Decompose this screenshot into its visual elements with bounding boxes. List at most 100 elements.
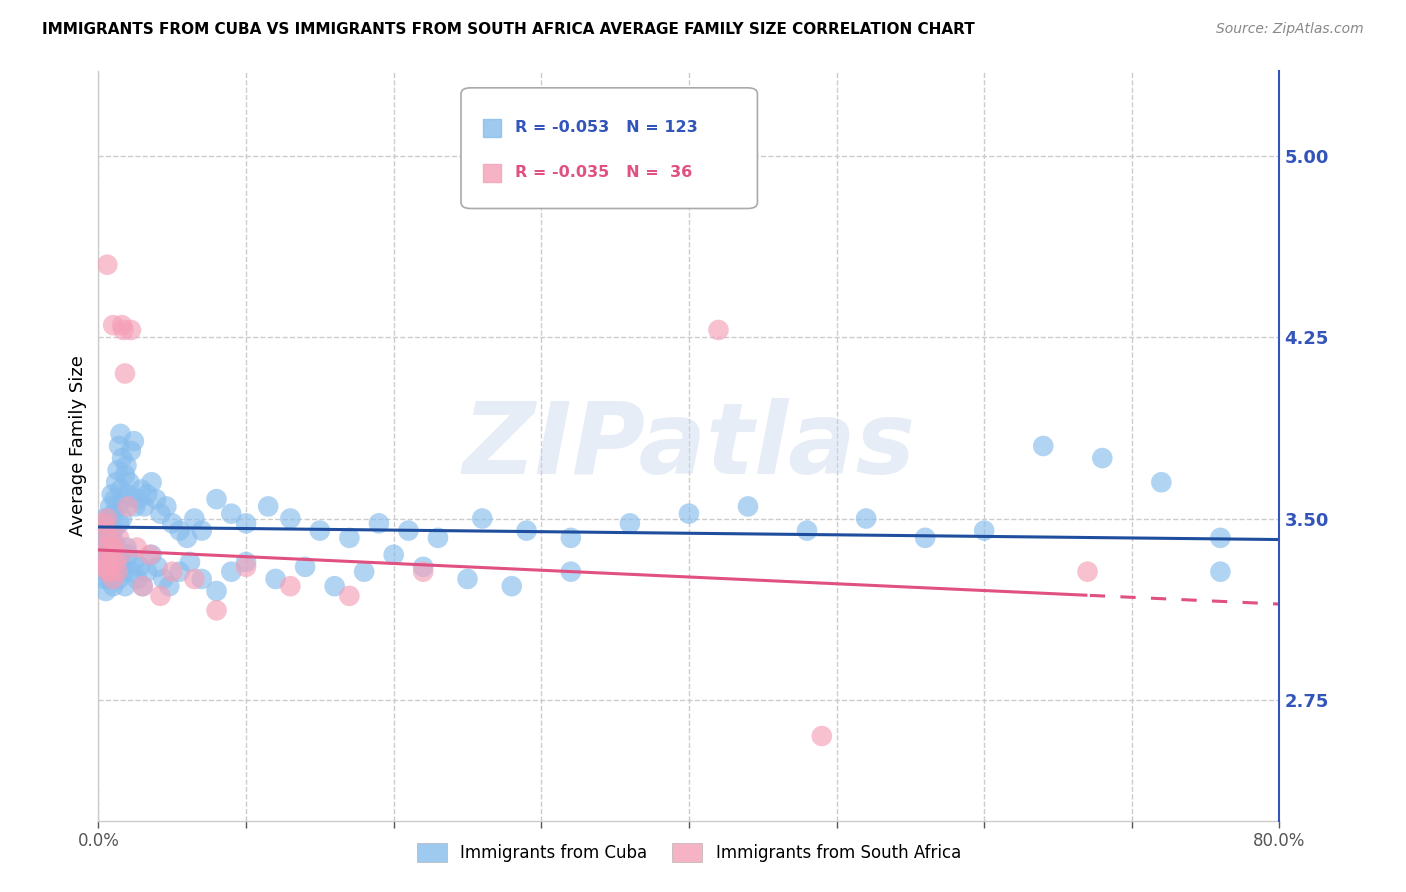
Point: [94, 535, 117, 549]
Point: [149, 507, 172, 521]
Point: [176, 531, 198, 545]
Point: [111, 451, 134, 466]
Point: [516, 524, 538, 538]
Point: [1150, 475, 1173, 490]
Point: [93, 516, 115, 531]
Point: [323, 579, 346, 593]
Point: [737, 500, 759, 514]
Point: [107, 565, 129, 579]
Point: [117, 548, 139, 562]
Point: [112, 565, 135, 579]
Point: [183, 572, 205, 586]
Point: [103, 524, 125, 538]
Point: [382, 548, 405, 562]
Point: [412, 565, 434, 579]
Point: [105, 541, 128, 555]
Point: [114, 468, 136, 483]
Point: [136, 565, 159, 579]
Point: [124, 500, 146, 514]
Point: [707, 323, 730, 337]
Point: [98, 565, 121, 579]
Point: [98, 548, 121, 562]
Text: Source: ZipAtlas.com: Source: ZipAtlas.com: [1216, 22, 1364, 37]
Point: [94, 516, 117, 531]
Point: [353, 565, 375, 579]
Point: [1209, 565, 1232, 579]
Point: [96, 258, 118, 272]
Point: [678, 507, 700, 521]
Point: [104, 541, 127, 555]
Legend: Immigrants from Cuba, Immigrants from South Africa: Immigrants from Cuba, Immigrants from So…: [411, 836, 967, 869]
Point: [112, 492, 135, 507]
Point: [146, 559, 169, 574]
Point: [108, 531, 131, 545]
Text: R = -0.053   N = 123: R = -0.053 N = 123: [516, 120, 697, 135]
Point: [141, 475, 163, 490]
Point: [103, 507, 125, 521]
Point: [100, 487, 122, 501]
Point: [141, 548, 163, 562]
Point: [501, 579, 523, 593]
Point: [97, 531, 120, 545]
Point: [115, 458, 138, 473]
Point: [111, 318, 134, 333]
Point: [127, 492, 149, 507]
Point: [149, 589, 172, 603]
Point: [90, 531, 112, 545]
Point: [169, 524, 191, 538]
Point: [152, 572, 174, 586]
Point: [114, 579, 136, 593]
Point: [120, 443, 142, 458]
Point: [162, 565, 183, 579]
Point: [110, 548, 132, 562]
Point: [339, 589, 361, 603]
Point: [619, 516, 641, 531]
Point: [560, 531, 582, 545]
Point: [111, 559, 134, 574]
Point: [110, 426, 132, 441]
Point: [91, 541, 114, 555]
Point: [97, 511, 120, 525]
Point: [96, 555, 118, 569]
Point: [107, 500, 129, 514]
Point: [128, 559, 150, 574]
Text: IMMIGRANTS FROM CUBA VS IMMIGRANTS FROM SOUTH AFRICA AVERAGE FAMILY SIZE CORRELA: IMMIGRANTS FROM CUBA VS IMMIGRANTS FROM …: [42, 22, 974, 37]
Point: [368, 516, 391, 531]
Point: [125, 541, 148, 555]
Point: [117, 500, 139, 514]
Point: [94, 584, 117, 599]
Point: [1077, 565, 1099, 579]
Point: [105, 555, 128, 569]
Point: [98, 531, 121, 545]
Point: [155, 500, 177, 514]
FancyBboxPatch shape: [461, 87, 758, 209]
Point: [91, 524, 114, 538]
Point: [100, 559, 122, 574]
Point: [179, 555, 201, 569]
Point: [235, 516, 257, 531]
Point: [117, 487, 139, 501]
Point: [136, 487, 159, 501]
Point: [122, 555, 145, 569]
Point: [125, 572, 148, 586]
Point: [398, 524, 420, 538]
Point: [103, 579, 125, 593]
Point: [96, 565, 118, 579]
Point: [132, 579, 155, 593]
Point: [205, 603, 228, 617]
Point: [412, 559, 434, 574]
Point: [294, 559, 316, 574]
Point: [810, 729, 832, 743]
Point: [257, 500, 280, 514]
Point: [103, 318, 125, 333]
Point: [132, 579, 155, 593]
Point: [100, 541, 122, 555]
Point: [169, 565, 191, 579]
Point: [108, 516, 131, 531]
Point: [855, 511, 877, 525]
Point: [100, 548, 122, 562]
Point: [104, 492, 127, 507]
Point: [96, 541, 118, 555]
Point: [129, 483, 152, 497]
Point: [110, 548, 132, 562]
